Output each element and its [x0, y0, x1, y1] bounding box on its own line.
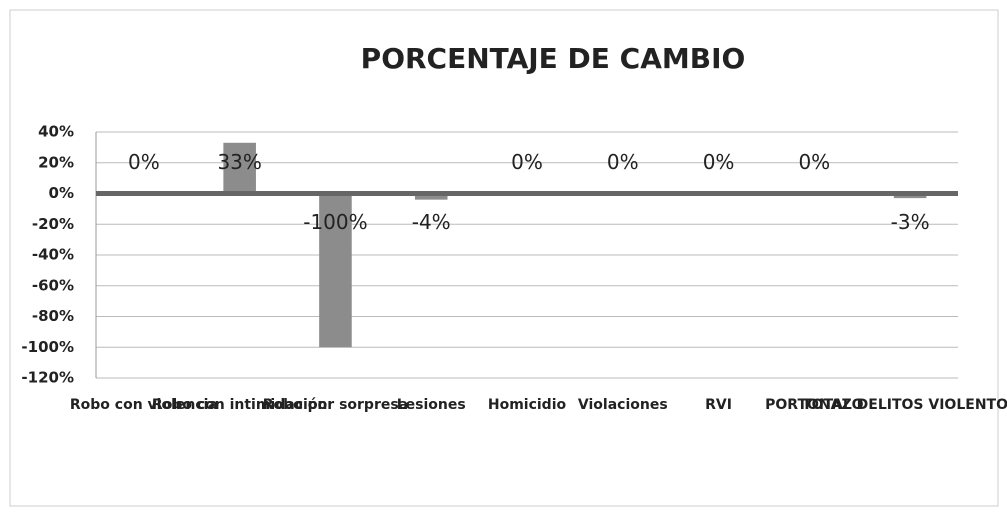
bar: [223, 142, 256, 194]
y-tick-label: -40%: [32, 246, 74, 264]
y-tick-label: 0%: [49, 184, 74, 202]
data-label: 0%: [798, 150, 830, 174]
x-tick-label: Lesiones: [397, 397, 466, 413]
x-tick-label: Robo con violencia: [70, 397, 218, 413]
bar: [414, 193, 448, 200]
x-tick-label: Homicidio: [488, 397, 567, 413]
y-tick-label: 40%: [38, 123, 74, 141]
data-label: 0%: [703, 150, 735, 174]
x-tick-label: Robo con intimidación: [152, 397, 327, 413]
bar: [319, 193, 352, 348]
x-tick-label: Violaciones: [578, 397, 668, 413]
chart-title: PORCENTAJE DE CAMBIO: [361, 42, 746, 75]
y-tick-label: -100%: [21, 338, 74, 356]
data-label: -100%: [303, 210, 367, 234]
x-tick-label: PORTONAZO: [765, 397, 863, 413]
x-tick-label: TOTAL DELITOS VIOLENTOS: [802, 397, 1007, 413]
x-tick-label: Robo por sorpresa: [263, 397, 408, 413]
x-tick-label: RVI: [705, 397, 732, 413]
data-label: 0%: [511, 150, 543, 174]
y-tick-label: -60%: [32, 276, 74, 294]
y-tick-label: -20%: [32, 215, 74, 233]
data-label: -4%: [412, 210, 451, 234]
data-label: 0%: [607, 150, 639, 174]
data-label: -3%: [891, 210, 930, 234]
data-label: 0%: [128, 150, 160, 174]
y-tick-label: 20%: [38, 153, 74, 171]
chart-border: [9, 9, 999, 507]
y-tick-label: -80%: [32, 307, 74, 325]
y-tick-label: -120%: [21, 369, 74, 387]
data-label: 33%: [217, 150, 261, 174]
